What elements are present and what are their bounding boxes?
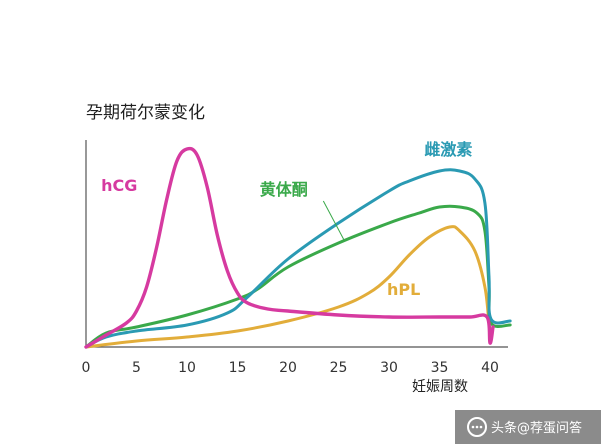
series-line-hpl — [84, 225, 493, 349]
watermark-text: 头条@荐蛋问答 — [491, 420, 582, 436]
x-tick-label: 5 — [132, 360, 141, 376]
series-lines — [84, 146, 512, 349]
x-tick-label: 15 — [229, 360, 247, 376]
x-axis-label: 妊娠周数 — [412, 379, 468, 395]
x-tick-label: 0 — [82, 360, 91, 376]
x-tick-label: 20 — [279, 360, 297, 376]
x-tick-label: 25 — [330, 360, 348, 376]
series-line-hcg — [84, 146, 495, 349]
x-tick-label: 30 — [380, 360, 398, 376]
series-label-0: hCG — [101, 176, 137, 195]
x-tick-label: 10 — [178, 360, 196, 376]
watermark: 头条@荐蛋问答 — [455, 410, 601, 444]
watermark-background — [455, 410, 601, 444]
progesterone-leader-line — [322, 200, 346, 242]
x-ticks: 0 5 10 15 20 25 30 35 40 — [82, 360, 499, 376]
series-label-2: 黄体酮 — [260, 180, 308, 199]
series-label-3: hPL — [387, 280, 420, 299]
series-label-1: 雌激素 — [424, 140, 472, 159]
chart-title: 孕期荷尔蒙变化 — [86, 103, 205, 123]
x-tick-label: 40 — [481, 360, 499, 376]
chat-bubble-icon — [467, 417, 487, 437]
series-line-estrogen — [84, 168, 512, 349]
x-tick-label: 35 — [431, 360, 449, 376]
